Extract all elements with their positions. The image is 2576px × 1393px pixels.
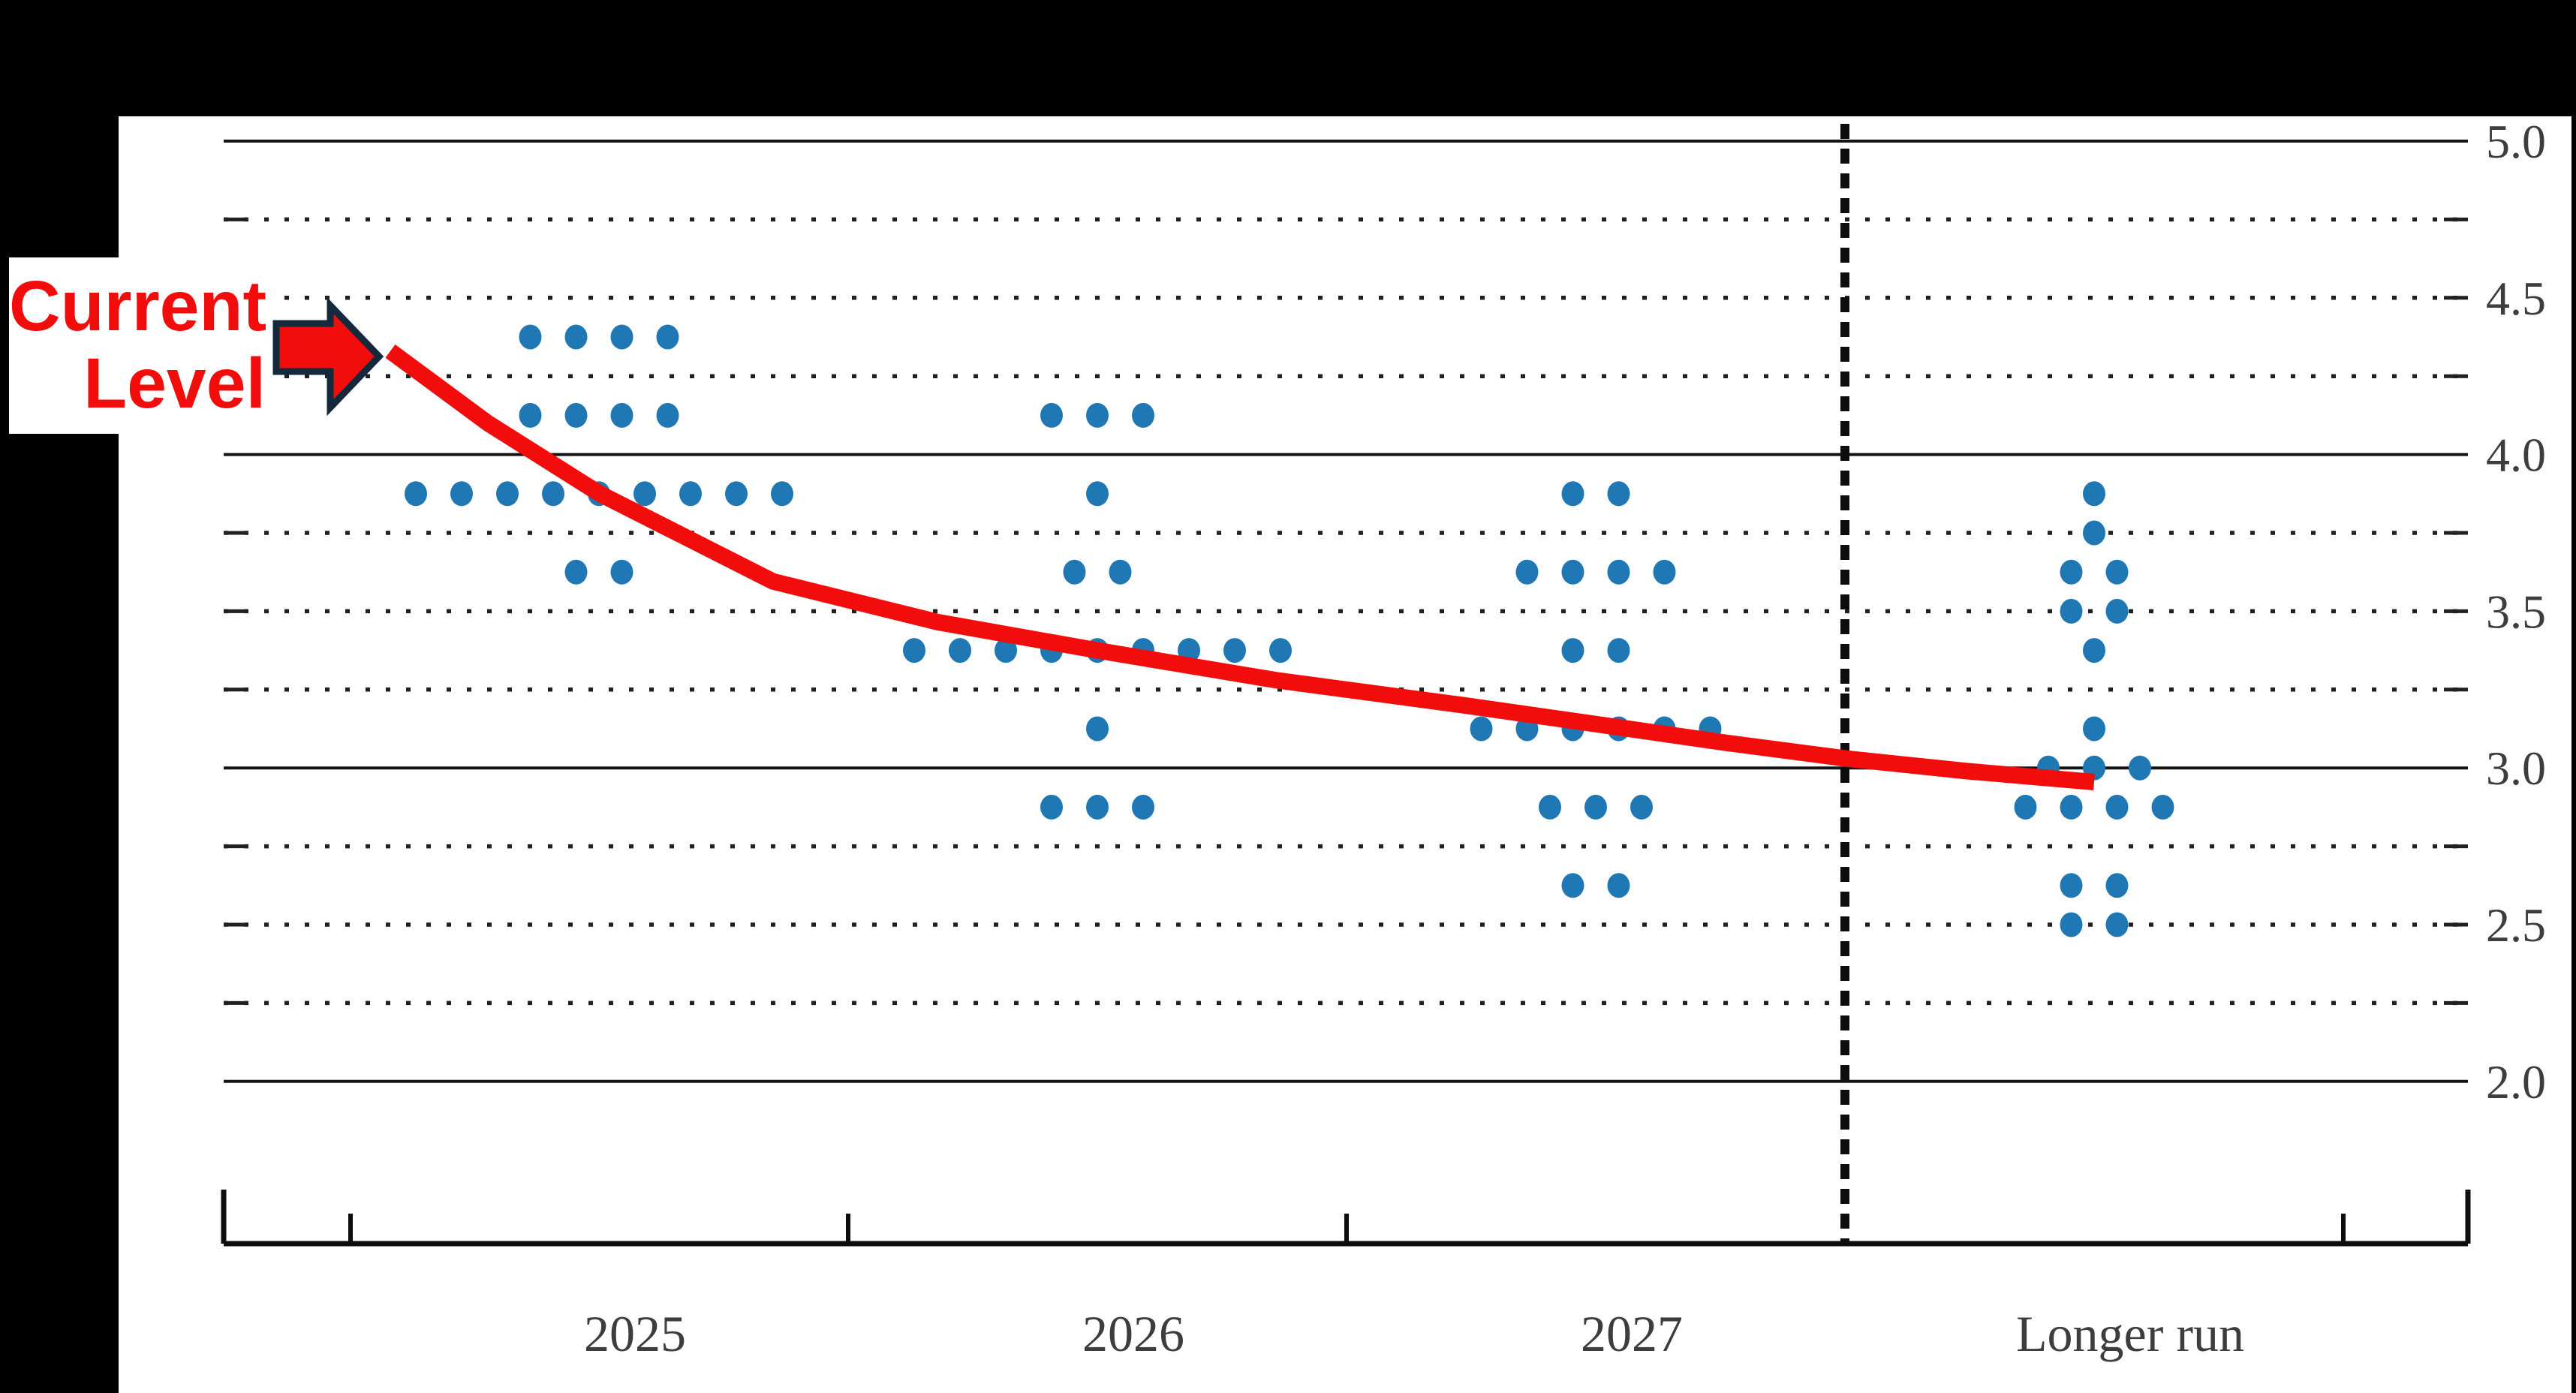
projection-dot — [1040, 402, 1063, 428]
projection-dot — [2105, 559, 2129, 585]
projection-dot — [1132, 794, 1154, 820]
projection-dot — [1269, 638, 1292, 663]
projection-dot — [1040, 794, 1063, 820]
current-level-projection-line — [385, 344, 2095, 790]
projection-dot — [564, 559, 588, 585]
projection-dot — [656, 324, 679, 350]
projection-dot — [2083, 481, 2105, 507]
y-axis-label: 3.0 — [2486, 742, 2546, 795]
projection-dot — [656, 402, 679, 428]
projection-dot — [1561, 481, 1584, 507]
y-axis-label: 4.0 — [2486, 429, 2546, 482]
projection-dot — [679, 481, 702, 507]
projection-dot — [2083, 520, 2105, 546]
projection-dot — [1607, 559, 1630, 585]
projection-dot — [1561, 559, 1584, 585]
projection-dot — [995, 638, 1017, 663]
dots-longer-run — [2014, 481, 2174, 937]
projection-dot — [1561, 873, 1584, 898]
projection-dot — [2083, 638, 2105, 663]
projection-dot — [1653, 559, 1676, 585]
left-border-bar — [0, 0, 119, 1393]
projection-dot — [1086, 402, 1109, 428]
projection-dot — [2060, 794, 2083, 820]
projection-dot — [1539, 794, 1561, 820]
projection-dot — [1109, 559, 1132, 585]
y-axis-label: 3.5 — [2486, 585, 2546, 638]
right-border-bar — [2571, 0, 2576, 1393]
projection-dot — [1561, 638, 1584, 663]
projection-dot — [1223, 638, 1246, 663]
projection-dot — [2060, 873, 2083, 898]
projection-dot — [564, 324, 588, 350]
projection-dot — [496, 481, 519, 507]
projection-dot — [2105, 598, 2129, 624]
projection-dot — [1086, 481, 1109, 507]
projection-dot — [1470, 716, 1493, 742]
projection-dot — [949, 638, 971, 663]
projection-dot — [771, 481, 793, 507]
current-level-label-line2: Level — [83, 344, 266, 423]
projection-dot — [610, 559, 633, 585]
projection-dot — [450, 481, 473, 507]
y-axis-label: 4.5 — [2486, 272, 2546, 325]
projection-dot — [1063, 559, 1086, 585]
top-border-bar — [0, 0, 2576, 116]
projection-dot — [519, 402, 542, 428]
projection-dot — [1607, 638, 1630, 663]
right-arrow-icon — [272, 296, 384, 417]
projection-dot — [564, 402, 588, 428]
projection-dot — [1607, 481, 1630, 507]
projection-dot — [2105, 794, 2129, 820]
projection-dot — [610, 402, 633, 428]
projection-dot — [725, 481, 748, 507]
projection-dot — [633, 481, 656, 507]
projection-dot — [2060, 912, 2083, 937]
current-level-label-line1: Current — [9, 266, 267, 346]
projection-dot — [1630, 794, 1653, 820]
projection-dot — [1086, 794, 1109, 820]
projection-dot — [610, 324, 633, 350]
projection-dot — [1086, 716, 1109, 742]
projection-dot — [2083, 716, 2105, 742]
projection-dot — [2060, 559, 2083, 585]
projection-dot — [903, 638, 925, 663]
projection-dot — [542, 481, 564, 507]
projection-dot — [1515, 559, 1539, 585]
projection-dot — [2151, 794, 2174, 820]
projection-dot — [2014, 794, 2037, 820]
projection-dot — [405, 481, 427, 507]
projection-dot — [519, 324, 542, 350]
y-axis-labels: 5.0 4.5 4.0 3.5 3.0 2.5 2.0 — [2486, 115, 2546, 1109]
gridlines — [224, 140, 2468, 1083]
projection-dot — [1607, 873, 1630, 898]
x-axis-label-longer-run: Longer run — [2016, 1305, 2244, 1362]
y-axis-label: 5.0 — [2486, 115, 2546, 168]
dots-2025 — [405, 324, 793, 585]
current-level-label: Current Level — [9, 257, 270, 434]
projection-dot — [2105, 873, 2129, 898]
x-axis-label-2027: 2027 — [1581, 1305, 1683, 1362]
x-axis: 2025 2026 2027 Longer run — [221, 1190, 2471, 1362]
projection-dot — [2129, 755, 2151, 781]
y-axis-label: 2.0 — [2486, 1055, 2546, 1109]
projection-dot — [1584, 794, 1607, 820]
x-axis-label-2025: 2025 — [584, 1305, 686, 1362]
y-axis-label: 2.5 — [2486, 898, 2546, 952]
x-axis-label-2026: 2026 — [1082, 1305, 1184, 1362]
projection-dot — [2060, 598, 2083, 624]
projection-dot — [1132, 402, 1154, 428]
projection-dot — [2105, 912, 2129, 937]
